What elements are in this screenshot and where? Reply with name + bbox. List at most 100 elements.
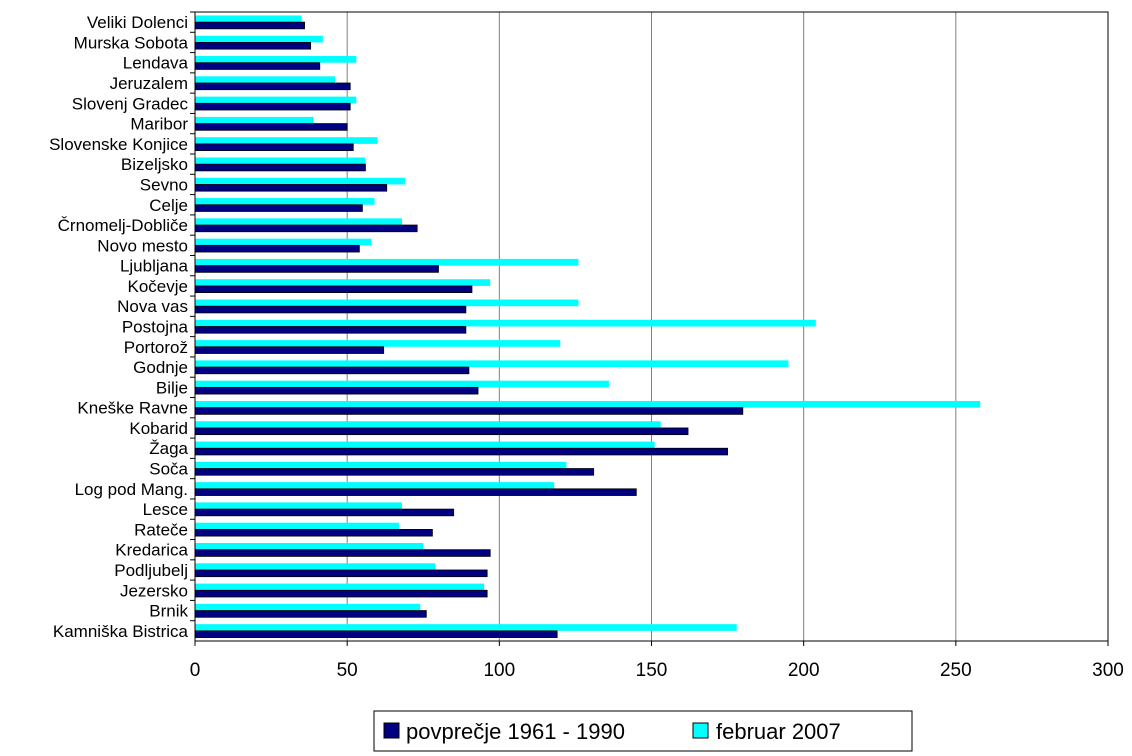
category-label: Podljubelj <box>114 561 188 580</box>
legend-label-series-1: povprečje 1961 - 1990 <box>406 719 625 744</box>
legend-label-series-2: februar 2007 <box>716 719 841 744</box>
category-label: Rateče <box>134 520 188 539</box>
bar-povprecje-1961-1990 <box>194 386 479 395</box>
bar-povprecje-1961-1990 <box>194 102 351 111</box>
category-label: Žaga <box>149 439 188 458</box>
bar-februar-2007 <box>195 603 421 611</box>
x-tick-label: 0 <box>190 660 201 681</box>
bar-povprecje-1961-1990 <box>194 447 728 456</box>
bar-februar-2007 <box>195 279 491 286</box>
bar-povprecje-1961-1990 <box>194 204 363 212</box>
category-label: Novo mesto <box>97 236 188 255</box>
bar-povprecje-1961-1990 <box>194 82 351 91</box>
legend-box <box>373 710 913 752</box>
bars <box>194 15 981 638</box>
bar-februar-2007 <box>195 198 375 205</box>
category-label: Bilje <box>156 378 188 397</box>
x-tick-label: 250 <box>940 660 972 681</box>
category-label: Murska Sobota <box>74 33 189 52</box>
bar-februar-2007 <box>195 137 378 144</box>
bar-povprecje-1961-1990 <box>194 589 488 598</box>
bar-povprecje-1961-1990 <box>194 143 354 151</box>
bar-februar-2007 <box>195 380 609 388</box>
bar-februar-2007 <box>195 421 661 428</box>
category-label: Slovenj Gradec <box>72 94 189 113</box>
bar-povprecje-1961-1990 <box>194 610 427 618</box>
category-label: Bizeljsko <box>121 155 188 174</box>
category-label: Veliki Dolenci <box>87 13 188 32</box>
category-label: Log pod Mang. <box>75 480 188 499</box>
bar-februar-2007 <box>195 15 302 23</box>
bar-februar-2007 <box>195 177 405 185</box>
legend: povprečje 1961 - 1990 februar 2007 <box>373 710 913 752</box>
bar-povprecje-1961-1990 <box>194 508 455 517</box>
bar-februar-2007 <box>195 563 436 570</box>
category-label: Kredarica <box>115 541 188 560</box>
bar-februar-2007 <box>195 116 314 124</box>
category-label: Postojna <box>122 318 189 337</box>
bar-februar-2007 <box>195 299 579 307</box>
category-label: Jeruzalem <box>110 74 188 93</box>
category-label: Godnje <box>133 358 188 377</box>
bar-februar-2007 <box>195 35 323 43</box>
x-tick-label: 100 <box>483 660 515 681</box>
bar-povprecje-1961-1990 <box>194 123 348 131</box>
category-label: Brnik <box>149 602 188 621</box>
bar-povprecje-1961-1990 <box>194 488 637 496</box>
bar-povprecje-1961-1990 <box>194 549 491 557</box>
bar-februar-2007 <box>195 624 737 631</box>
bar-februar-2007 <box>195 319 816 327</box>
bar-povprecje-1961-1990 <box>194 244 360 253</box>
category-label: Kočevje <box>128 277 188 296</box>
bar-povprecje-1961-1990 <box>194 224 418 233</box>
bar-februar-2007 <box>195 441 655 449</box>
x-tick-label: 50 <box>337 660 358 681</box>
bar-povprecje-1961-1990 <box>194 569 488 578</box>
category-label: Maribor <box>130 115 188 134</box>
bar-povprecje-1961-1990 <box>194 468 595 476</box>
bar-povprecje-1961-1990 <box>194 366 470 375</box>
category-label: Sevno <box>140 175 188 194</box>
category-label: Lesce <box>143 500 188 519</box>
bar-februar-2007 <box>195 461 567 469</box>
x-tick-label: 150 <box>636 660 668 681</box>
category-label: Celje <box>149 196 188 215</box>
bar-povprecje-1961-1990 <box>194 305 467 314</box>
legend-swatch-series-1 <box>383 722 400 739</box>
bar-povprecje-1961-1990 <box>194 62 321 70</box>
bar-februar-2007 <box>195 218 402 226</box>
bar-povprecje-1961-1990 <box>194 529 433 537</box>
bar-februar-2007 <box>195 400 981 408</box>
legend-swatch-series-2 <box>692 722 709 739</box>
bar-februar-2007 <box>195 340 561 347</box>
bar-februar-2007 <box>195 258 579 266</box>
bar-februar-2007 <box>195 522 399 530</box>
bar-povprecje-1961-1990 <box>194 21 305 30</box>
bar-povprecje-1961-1990 <box>194 427 689 436</box>
bar-povprecje-1961-1990 <box>194 285 473 294</box>
category-label: Nova vas <box>117 297 188 316</box>
x-tick-labels: 0 50 100 150 200 250 300 <box>190 641 1124 681</box>
category-label: Ljubljana <box>120 257 189 276</box>
category-label: Lendava <box>123 54 189 73</box>
bar-februar-2007 <box>195 56 357 63</box>
bar-povprecje-1961-1990 <box>194 163 366 172</box>
bar-februar-2007 <box>195 157 366 165</box>
x-tick-label: 300 <box>1092 660 1124 681</box>
category-label: Kobarid <box>129 419 188 438</box>
bar-povprecje-1961-1990 <box>194 346 385 354</box>
bar-povprecje-1961-1990 <box>194 326 467 334</box>
bar-februar-2007 <box>195 360 789 368</box>
bar-februar-2007 <box>195 482 555 489</box>
category-label: Slovenske Konjice <box>49 135 188 154</box>
category-label: Kneške Ravne <box>77 399 188 418</box>
bar-februar-2007 <box>195 542 424 550</box>
category-label: Jezersko <box>120 581 188 600</box>
bar-februar-2007 <box>195 583 485 591</box>
bar-februar-2007 <box>195 238 372 246</box>
category-label: Soča <box>149 460 188 479</box>
x-tick-label: 200 <box>788 660 820 681</box>
bar-povprecje-1961-1990 <box>194 42 312 50</box>
